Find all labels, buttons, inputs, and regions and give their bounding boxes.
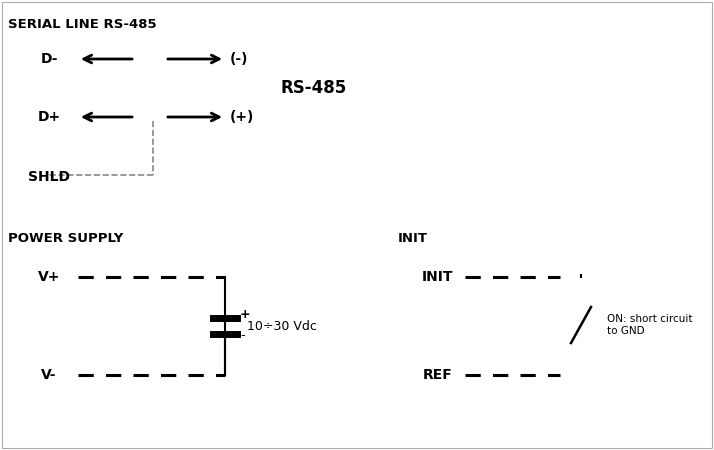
Bar: [560, 275, 602, 375]
Text: SERIAL LINE RS-485: SERIAL LINE RS-485: [8, 18, 156, 31]
Text: SHLD: SHLD: [28, 170, 70, 184]
Text: REF: REF: [423, 368, 453, 382]
Text: INIT: INIT: [398, 232, 428, 245]
Text: +: +: [240, 309, 251, 321]
Bar: [8, 25, 338, 225]
Bar: [20, 356, 78, 394]
Text: ON: short circuit
to GND: ON: short circuit to GND: [607, 314, 693, 336]
Text: RS-485: RS-485: [280, 79, 346, 97]
Bar: [410, 258, 465, 296]
Text: POWER SUPPLY: POWER SUPPLY: [8, 232, 124, 245]
Bar: [20, 158, 78, 196]
Text: INIT: INIT: [422, 270, 453, 284]
Text: V+: V+: [38, 270, 60, 284]
Text: -: -: [240, 329, 244, 342]
Text: (-): (-): [230, 52, 248, 66]
Text: (+): (+): [230, 110, 254, 124]
Text: D+: D+: [37, 110, 61, 124]
Bar: [410, 356, 465, 394]
Bar: [20, 40, 78, 78]
Text: D-: D-: [40, 52, 58, 66]
Text: 10÷30 Vdc: 10÷30 Vdc: [247, 320, 317, 333]
Bar: [20, 258, 78, 296]
Bar: [8, 242, 198, 434]
Text: V-: V-: [41, 368, 56, 382]
Bar: [20, 98, 78, 136]
Bar: [398, 242, 518, 434]
